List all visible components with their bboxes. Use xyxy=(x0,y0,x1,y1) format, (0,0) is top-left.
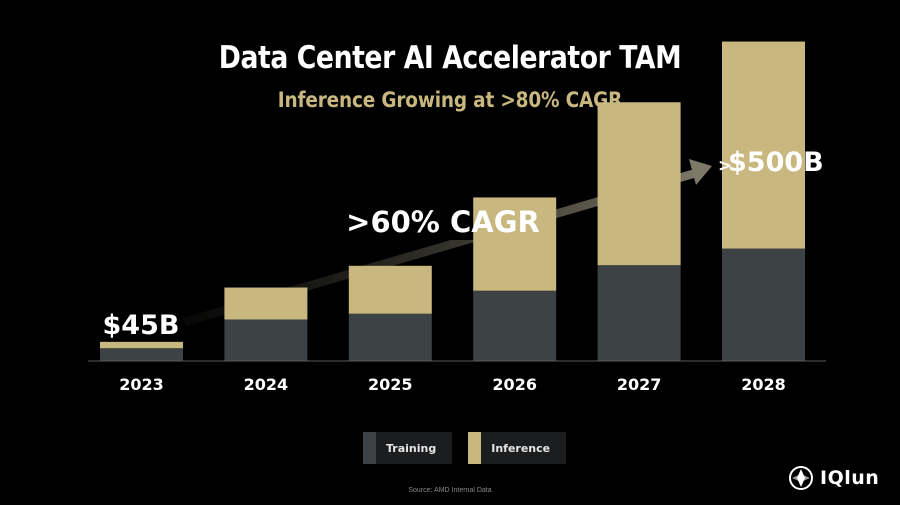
end-value-prefix: > xyxy=(718,156,732,176)
bar-inference-2028 xyxy=(722,41,805,249)
start-value-label: $45B xyxy=(103,310,180,341)
legend-swatch-inference xyxy=(468,432,482,464)
source-note: Source: AMD Internal Data xyxy=(408,487,492,494)
bar-training-2025 xyxy=(348,313,432,361)
bar-inference-2026 xyxy=(473,197,557,291)
bar-training-2028 xyxy=(722,248,805,361)
x-tick-label-2026: 2026 xyxy=(492,375,537,394)
x-tick-label-2023: 2023 xyxy=(119,375,164,394)
x-tick-label-2028: 2028 xyxy=(741,375,786,394)
legend-item-training: Training xyxy=(363,432,453,464)
bar-inference-2024 xyxy=(224,287,308,320)
chart-subtitle: Inference Growing at >80% CAGR xyxy=(277,88,623,112)
brand-logo: IQlun xyxy=(788,465,879,491)
bar-training-2027 xyxy=(597,265,681,361)
legend-label-inference: Inference xyxy=(491,441,551,455)
x-tick-label-2027: 2027 xyxy=(617,375,662,394)
brand-logo-icon xyxy=(789,466,813,490)
growth-arrow-body xyxy=(183,168,701,326)
x-tick-label-2025: 2025 xyxy=(368,375,413,394)
bar-inference-2027 xyxy=(597,102,681,266)
bar-training-2026 xyxy=(473,290,557,361)
legend-item-inference: Inference xyxy=(468,432,567,464)
end-value-label: $500B xyxy=(728,147,824,178)
stacked-bar-chart: 2023 2024 2025 2026 2027 2028 $45B >60% CAGR … xyxy=(88,41,826,394)
legend-label-training: Training xyxy=(386,441,437,455)
brand-logo-text: IQlun xyxy=(820,467,880,489)
growth-arrow-head xyxy=(689,159,712,185)
bar-inference-2025 xyxy=(348,265,432,314)
bar-inference-2023 xyxy=(100,341,183,349)
chart-legend: Training Inference xyxy=(363,432,582,464)
cagr-label: >60% CAGR xyxy=(346,205,540,239)
legend-swatch-training xyxy=(363,432,376,464)
bar-training-2023 xyxy=(100,348,183,361)
bar-training-2024 xyxy=(224,319,308,361)
x-tick-label-2024: 2024 xyxy=(244,375,289,394)
chart-title: Data Center AI Accelerator TAM xyxy=(218,40,682,76)
